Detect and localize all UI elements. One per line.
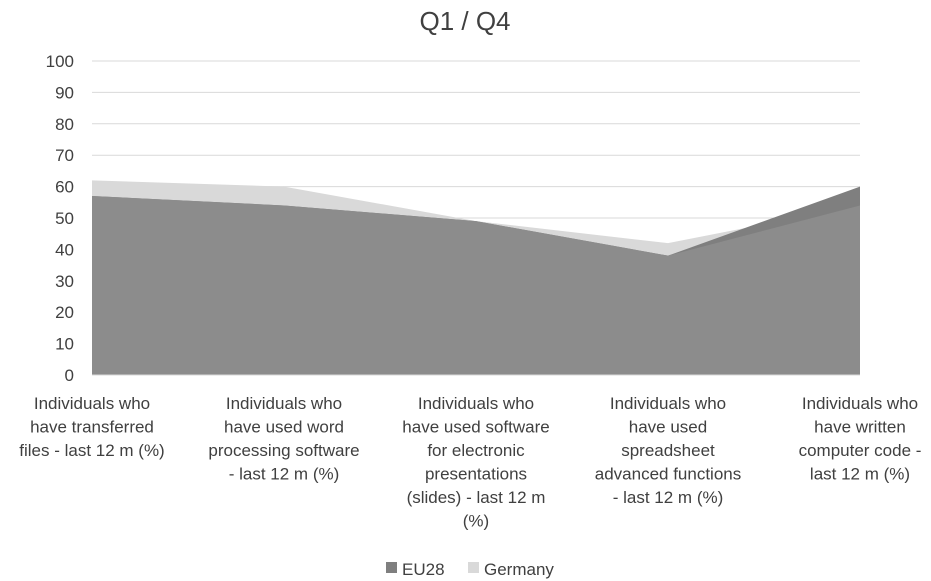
y-tick-label-100: 100 xyxy=(46,52,74,71)
y-axis-ticks: 0 10 20 30 40 50 60 70 80 90 100 xyxy=(46,52,74,385)
y-tick-label-0: 0 xyxy=(65,366,74,385)
y-tick-label-60: 60 xyxy=(55,178,74,197)
y-tick-label-30: 30 xyxy=(55,272,74,291)
x-category-label-3: Individuals who have used software for ele… xyxy=(402,394,549,531)
legend: EU28 Germany xyxy=(386,560,554,579)
legend-label-germany: Germany xyxy=(484,560,554,579)
x-axis-categories: Individuals who have transferred files - l… xyxy=(19,394,921,531)
y-tick-label-20: 20 xyxy=(55,303,74,322)
x-category-label-1: Individuals who have transferred files - l… xyxy=(19,394,164,460)
legend-label-eu28: EU28 xyxy=(402,560,445,579)
plot-areas xyxy=(92,180,860,376)
legend-swatch-germany xyxy=(468,562,479,573)
series-overlap-area xyxy=(92,196,860,375)
y-tick-label-80: 80 xyxy=(55,115,74,134)
x-category-label-2: Individuals who have used word processing … xyxy=(208,394,359,484)
chart-title: Q1 / Q4 xyxy=(419,6,510,36)
y-tick-label-10: 10 xyxy=(55,335,74,354)
y-tick-label-40: 40 xyxy=(55,240,74,259)
x-category-label-5: Individuals who have written computer code… xyxy=(799,394,922,484)
y-tick-label-70: 70 xyxy=(55,146,74,165)
y-tick-label-90: 90 xyxy=(55,83,74,102)
y-tick-label-50: 50 xyxy=(55,209,74,228)
legend-swatch-eu28 xyxy=(386,562,397,573)
x-category-label-4: Individuals who have used spreadsheet advan… xyxy=(595,394,742,507)
